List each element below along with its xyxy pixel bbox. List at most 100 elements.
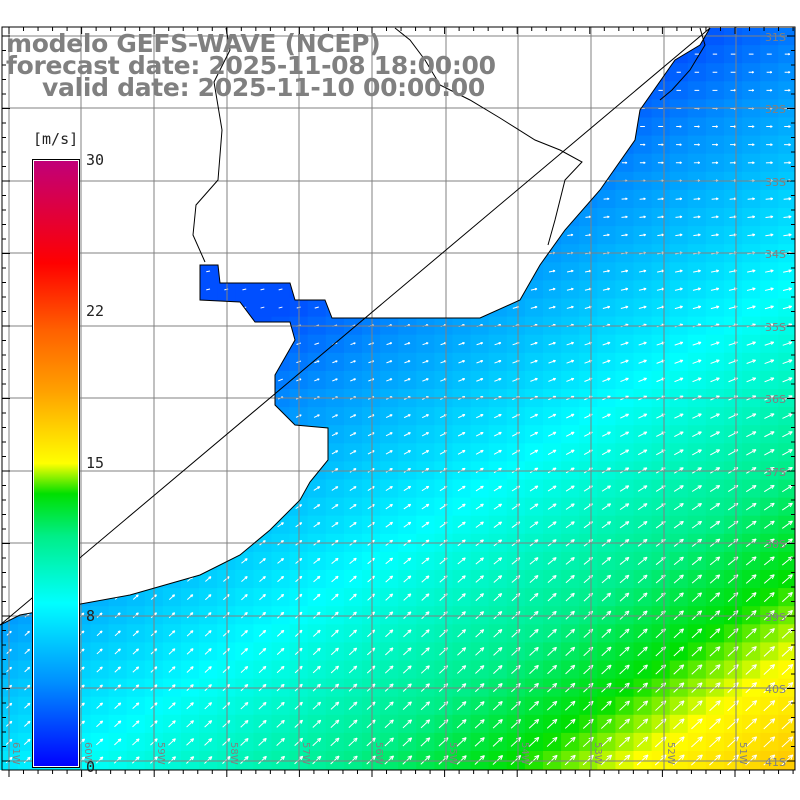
- speed-cell: [253, 226, 273, 245]
- speed-cell: [615, 63, 635, 82]
- speed-cell: [181, 769, 200, 770]
- wind-arrow: [188, 378, 193, 382]
- wind-arrow: [223, 450, 230, 455]
- speed-cell: [325, 117, 345, 137]
- wind-arrow: [547, 773, 557, 783]
- wind-arrow: [169, 288, 174, 291]
- speed-cell: [181, 497, 200, 517]
- speed-cell: [271, 407, 291, 426]
- speed-cell: [108, 370, 128, 390]
- wind-arrow: [25, 288, 30, 291]
- speed-cell: [506, 153, 526, 173]
- wind-arrow: [96, 576, 103, 582]
- wind-arrow: [494, 269, 501, 273]
- colorbar-tick-0: 0: [86, 758, 96, 776]
- wind-arrow: [278, 342, 283, 345]
- speed-cell: [162, 298, 182, 318]
- speed-cell: [199, 189, 218, 209]
- speed-cell: [325, 298, 345, 318]
- wind-arrow: [169, 414, 175, 418]
- wind-arrow: [24, 775, 30, 781]
- speed-cell: [235, 370, 254, 390]
- speed-cell: [271, 226, 291, 245]
- speed-cell: [253, 443, 273, 462]
- wind-arrow: [386, 270, 392, 273]
- speed-cell: [307, 153, 327, 173]
- wind-arrow: [312, 774, 321, 782]
- wind-arrow: [765, 161, 773, 165]
- lat-label-36S: 36S: [765, 393, 786, 406]
- speed-cell: [362, 208, 381, 227]
- wind-arrow: [476, 269, 483, 273]
- speed-cell: [524, 81, 544, 100]
- wind-arrow: [115, 450, 120, 454]
- speed-cell: [54, 769, 73, 770]
- speed-cell: [253, 515, 273, 535]
- speed-cell: [90, 370, 110, 390]
- lon-label-55W: 55W: [447, 742, 458, 765]
- speed-cell: [235, 334, 254, 354]
- speed-cell: [90, 497, 110, 517]
- speed-cell: [108, 153, 128, 173]
- wind-speed-cells: [0, 28, 795, 770]
- wind-arrow: [222, 775, 230, 782]
- speed-cell: [470, 153, 490, 173]
- speed-cell: [235, 189, 254, 209]
- speed-cell: [271, 153, 291, 173]
- speed-cell: [108, 280, 128, 300]
- speed-cell: [253, 189, 273, 209]
- wind-arrow: [24, 594, 30, 600]
- speed-cell: [488, 769, 508, 770]
- speed-cell: [398, 117, 417, 137]
- speed-cell: [543, 81, 562, 100]
- speed-cell: [235, 425, 254, 444]
- speed-cell: [561, 189, 580, 209]
- speed-cell: [271, 425, 291, 444]
- wind-arrow: [277, 414, 284, 418]
- speed-cell: [90, 244, 110, 263]
- speed-cell: [235, 153, 254, 173]
- wind-arrow: [655, 773, 666, 783]
- speed-cell: [343, 280, 363, 300]
- speed-cell: [434, 280, 454, 300]
- wind-arrow: [458, 305, 465, 309]
- speed-cell: [687, 769, 707, 770]
- wind-arrow: [332, 306, 338, 309]
- speed-cell: [470, 280, 490, 300]
- speed-cell: [271, 497, 291, 517]
- wind-arrow: [441, 234, 446, 236]
- speed-cell: [162, 551, 182, 571]
- speed-cell: [488, 244, 508, 263]
- wind-arrow: [169, 486, 175, 491]
- speed-cell: [271, 443, 291, 462]
- speed-cell: [579, 769, 598, 770]
- speed-cell: [651, 45, 671, 64]
- speed-cell: [271, 208, 291, 227]
- speed-cell: [199, 334, 218, 354]
- speed-cell: [416, 226, 435, 245]
- speed-cell: [615, 117, 635, 137]
- wind-arrow: [476, 305, 483, 309]
- speed-cell: [271, 117, 291, 137]
- speed-cell: [524, 769, 544, 770]
- wind-arrow: [114, 558, 121, 564]
- speed-cell: [126, 280, 146, 300]
- speed-cell: [90, 479, 110, 499]
- speed-cell: [488, 135, 508, 155]
- speed-cell: [181, 262, 200, 281]
- wind-arrow: [114, 576, 121, 582]
- speed-cell: [380, 244, 399, 263]
- lon-label-58W: 58W: [228, 742, 239, 765]
- speed-cell: [343, 135, 363, 155]
- wind-arrow: [115, 432, 120, 436]
- speed-cell: [181, 117, 200, 137]
- wind-arrow: [242, 234, 247, 236]
- speed-cell: [579, 117, 598, 137]
- wind-arrow: [133, 414, 138, 418]
- speed-cell: [108, 208, 128, 227]
- speed-cell: [488, 298, 508, 318]
- speed-cell: [434, 298, 454, 318]
- wind-arrow: [133, 378, 138, 382]
- wind-arrow: [242, 378, 247, 382]
- wind-arrow: [187, 450, 193, 455]
